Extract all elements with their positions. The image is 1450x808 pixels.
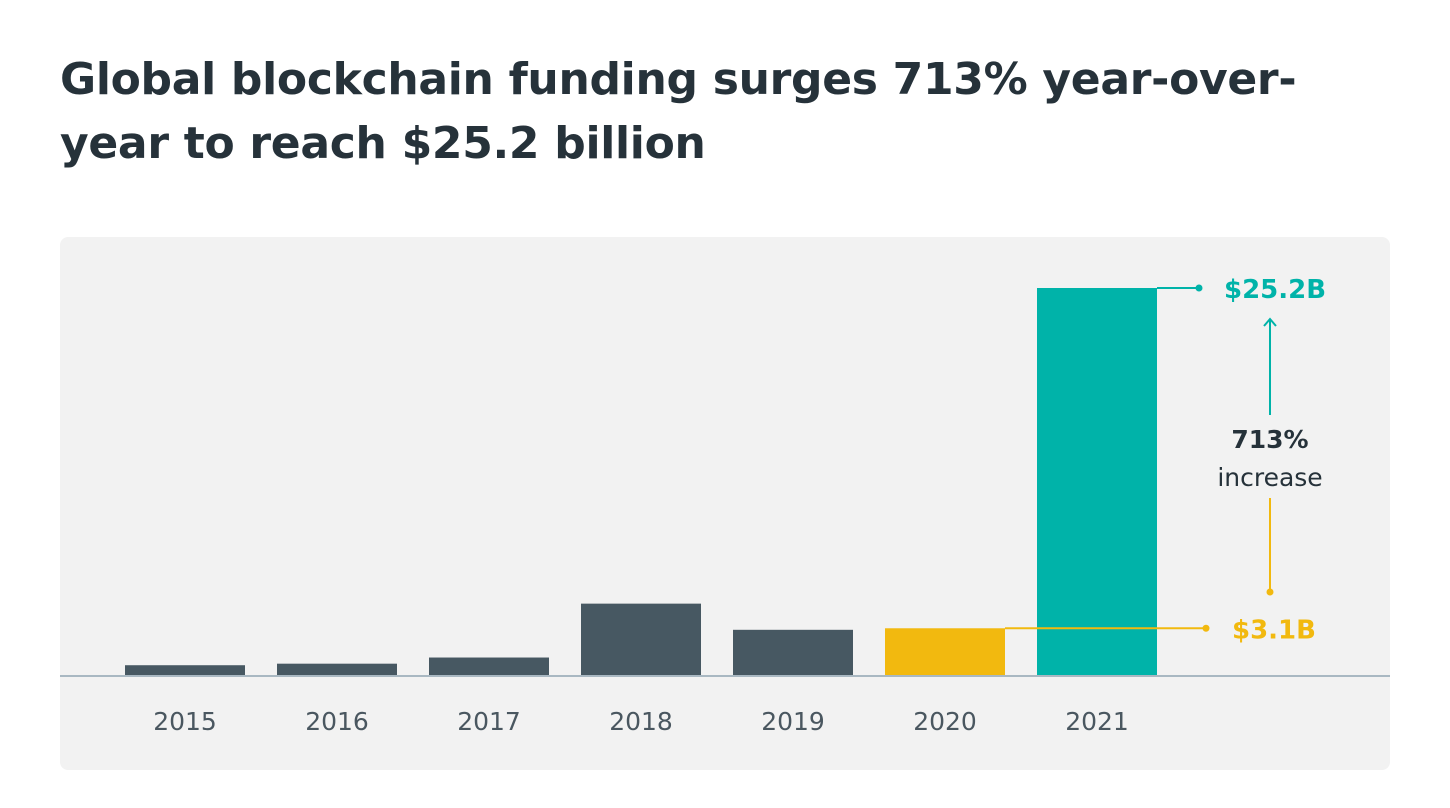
increase-base-dot — [1266, 588, 1274, 596]
current-value-dot — [1195, 284, 1203, 292]
x-tick-label: 2020 — [913, 707, 977, 736]
bar-2019 — [733, 629, 853, 676]
bar-2020 — [885, 628, 1005, 676]
change-percent: 713% — [1231, 425, 1308, 454]
bar-2016 — [277, 663, 397, 676]
x-tick-label: 2015 — [153, 707, 217, 736]
bars-group — [125, 288, 1157, 676]
change-annotation: $25.2B $3.1B 713% increase — [1005, 275, 1326, 645]
bar-2017 — [429, 657, 549, 676]
change-text: increase — [1217, 463, 1322, 492]
x-tick-label: 2016 — [305, 707, 369, 736]
bar-2021 — [1037, 288, 1157, 676]
bar-2018 — [581, 603, 701, 676]
x-tick-label: 2021 — [1065, 707, 1129, 736]
increase-arrow-icon — [1263, 317, 1277, 327]
x-tick-label: 2017 — [457, 707, 521, 736]
current-value-label: $25.2B — [1224, 275, 1326, 305]
chart-panel — [60, 237, 1390, 770]
x-tick-label: 2018 — [609, 707, 673, 736]
chart-title: Global blockchain funding surges 713% ye… — [60, 54, 1297, 169]
x-tick-labels: 2015 2016 2017 2018 2019 2020 2021 — [153, 707, 1129, 736]
x-tick-label: 2019 — [761, 707, 825, 736]
bar-2015 — [125, 665, 245, 676]
prior-value-dot — [1202, 624, 1210, 632]
prior-value-label: $3.1B — [1232, 615, 1316, 645]
